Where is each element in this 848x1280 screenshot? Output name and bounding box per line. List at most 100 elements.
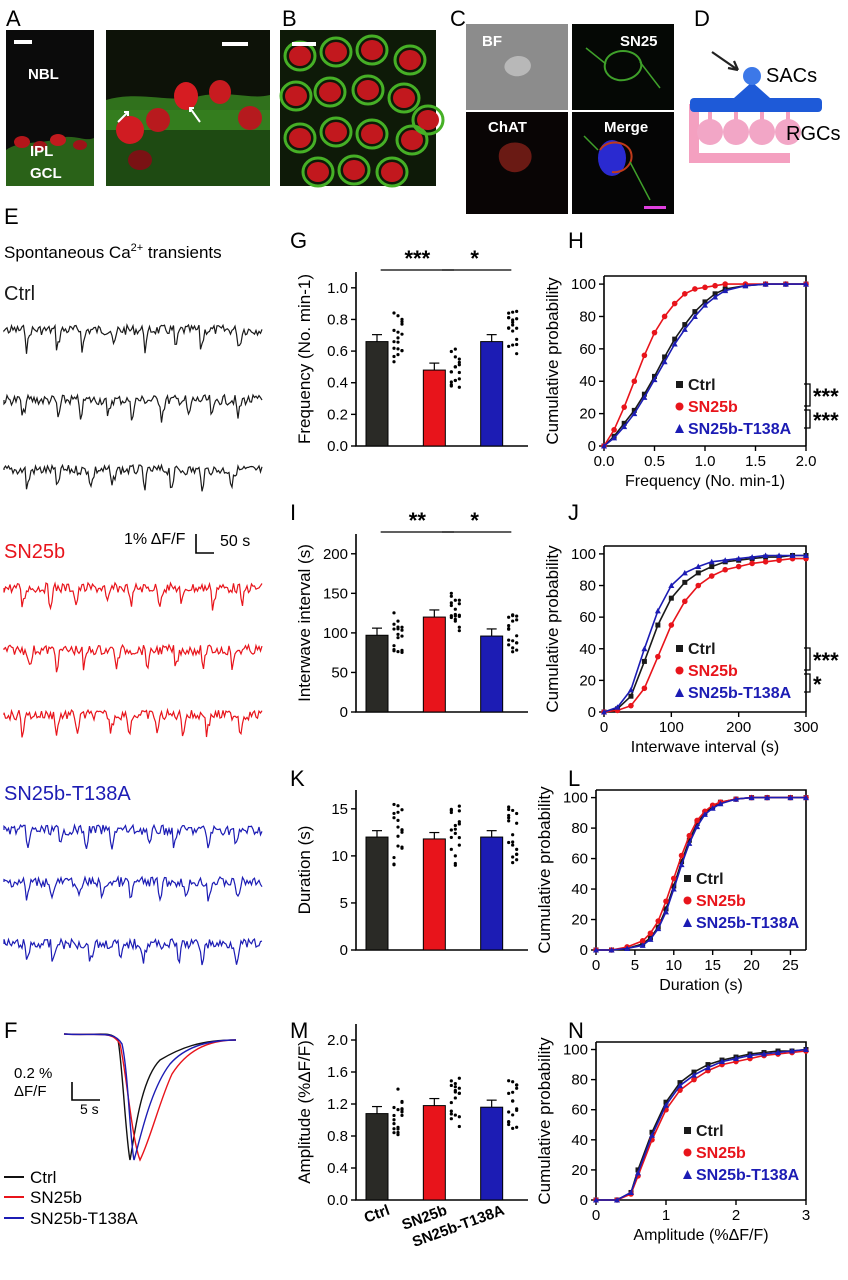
data-point <box>453 1113 457 1117</box>
y-axis-label: Cumulative probability <box>535 786 554 954</box>
y-tick-label: 0 <box>580 942 588 959</box>
series-point <box>641 394 648 400</box>
series-point <box>681 326 688 332</box>
data-point <box>453 617 457 621</box>
trace-t138a <box>3 823 263 850</box>
series-point <box>641 685 648 692</box>
series-point <box>742 282 749 289</box>
x-tick-label: 0.5 <box>644 453 665 470</box>
y-tick-label: 20 <box>571 1162 588 1179</box>
data-point <box>449 349 453 354</box>
bar-t138a <box>480 1106 504 1201</box>
x-tick-label: 25 <box>782 957 799 974</box>
y-tick-label: 0 <box>580 1192 588 1209</box>
bar-ctrl <box>365 634 389 713</box>
data-point <box>457 370 461 375</box>
y-tick-label: 0.4 <box>327 375 348 392</box>
x-tick-label: 3 <box>802 1207 810 1224</box>
y-tick-label: 40 <box>571 881 588 898</box>
series-point <box>722 287 729 294</box>
significance-marker: ** <box>409 508 427 533</box>
series-point <box>712 291 718 297</box>
data-point <box>507 813 511 818</box>
legend-marker <box>676 381 683 388</box>
data-point <box>449 1109 453 1113</box>
legend-label: SN25b-T138A <box>696 1167 800 1184</box>
legend-marker <box>675 402 684 411</box>
legend-marker <box>684 1127 691 1134</box>
panel-d: D SACs RGCs <box>689 6 840 163</box>
series-point <box>708 573 715 579</box>
panel-label-j: J <box>568 500 579 525</box>
data-point <box>449 603 453 608</box>
series-point <box>663 1102 669 1108</box>
arrow-icon <box>117 111 129 123</box>
tile-label-sn25: SN25 <box>620 33 658 50</box>
y-tick-label: 100 <box>571 546 596 563</box>
rgc-soma <box>749 119 775 145</box>
series-point <box>647 936 654 942</box>
data-point <box>392 346 396 350</box>
data-point <box>400 628 404 632</box>
data-point <box>515 618 519 622</box>
data-point <box>400 322 404 326</box>
group-label-t138a: SN25b-T138A <box>4 783 131 805</box>
data-point <box>449 615 453 620</box>
scale-bar-amplitude: 1% ΔF/F <box>124 531 186 548</box>
series-point <box>702 299 708 305</box>
cell-outline <box>395 124 429 156</box>
series-point <box>694 823 701 830</box>
scale-bar <box>195 534 214 554</box>
series-point <box>705 1062 711 1068</box>
y-axis-label: Amplitude (%ΔF/F) <box>295 1040 314 1184</box>
legend-marker <box>676 645 683 652</box>
series-point <box>635 1169 641 1176</box>
series-point <box>663 1099 669 1105</box>
data-point <box>392 816 396 820</box>
data-point <box>457 357 461 361</box>
tile-label-merge: Merge <box>604 119 648 136</box>
data-point <box>396 347 400 351</box>
series-point <box>651 376 658 383</box>
legend-marker <box>683 1148 692 1157</box>
x-tick-label: 1.0 <box>695 453 716 470</box>
data-point <box>453 861 457 866</box>
series-point <box>691 1069 697 1075</box>
cell-body <box>325 42 347 62</box>
series-point <box>762 281 769 287</box>
data-point <box>457 1076 461 1080</box>
series-point <box>647 930 654 937</box>
cell-outline <box>337 154 371 186</box>
series-point <box>631 410 638 417</box>
trace-sn25b <box>3 707 263 738</box>
data-point <box>507 1079 511 1083</box>
y-tick-label: 0.4 <box>327 1160 348 1177</box>
series-point <box>628 702 634 709</box>
trace-t138a <box>3 937 263 966</box>
data-point <box>396 1087 400 1091</box>
x-tick-label: 10 <box>665 957 682 974</box>
data-point <box>507 840 511 845</box>
data-point <box>453 612 457 617</box>
series-point <box>593 947 599 953</box>
trace-t138a <box>3 874 263 902</box>
series-point <box>668 595 674 601</box>
data-point <box>392 622 396 626</box>
data-point <box>515 614 519 618</box>
x-tick-label: 5 <box>631 957 639 974</box>
significance-marker: *** <box>404 246 430 271</box>
series-point <box>762 552 769 558</box>
panel-a: NBL IPL GCL A <box>6 6 270 186</box>
legend-label: SN25b-T138A <box>688 685 792 702</box>
legend-label: Ctrl <box>688 377 716 394</box>
series-point <box>686 832 693 839</box>
y-axis-label: Interwave interval (s) <box>295 544 314 702</box>
y-tick-label: 200 <box>323 546 348 563</box>
series-point <box>775 1049 781 1056</box>
data-point <box>515 858 519 862</box>
series-line-sn25b <box>603 557 806 713</box>
data-point <box>507 819 511 823</box>
panel-label-b: B <box>282 6 297 31</box>
